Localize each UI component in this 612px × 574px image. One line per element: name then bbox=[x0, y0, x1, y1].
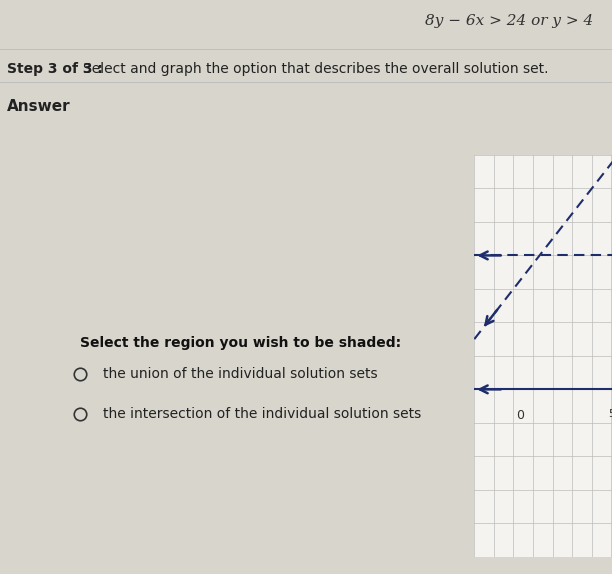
Text: Select the region you wish to be shaded:: Select the region you wish to be shaded: bbox=[80, 336, 401, 350]
Text: the union of the individual solution sets: the union of the individual solution set… bbox=[103, 367, 378, 381]
Text: the intersection of the individual solution sets: the intersection of the individual solut… bbox=[103, 408, 421, 421]
Text: Select and graph the option that describes the overall solution set.: Select and graph the option that describ… bbox=[83, 62, 548, 76]
Text: 5: 5 bbox=[608, 409, 612, 420]
Text: 8y − 6x > 24 or y > 4: 8y − 6x > 24 or y > 4 bbox=[425, 14, 594, 28]
Text: Step 3 of 3 :: Step 3 of 3 : bbox=[7, 62, 108, 76]
Text: 0: 0 bbox=[517, 409, 524, 422]
Text: Answer: Answer bbox=[7, 99, 71, 114]
